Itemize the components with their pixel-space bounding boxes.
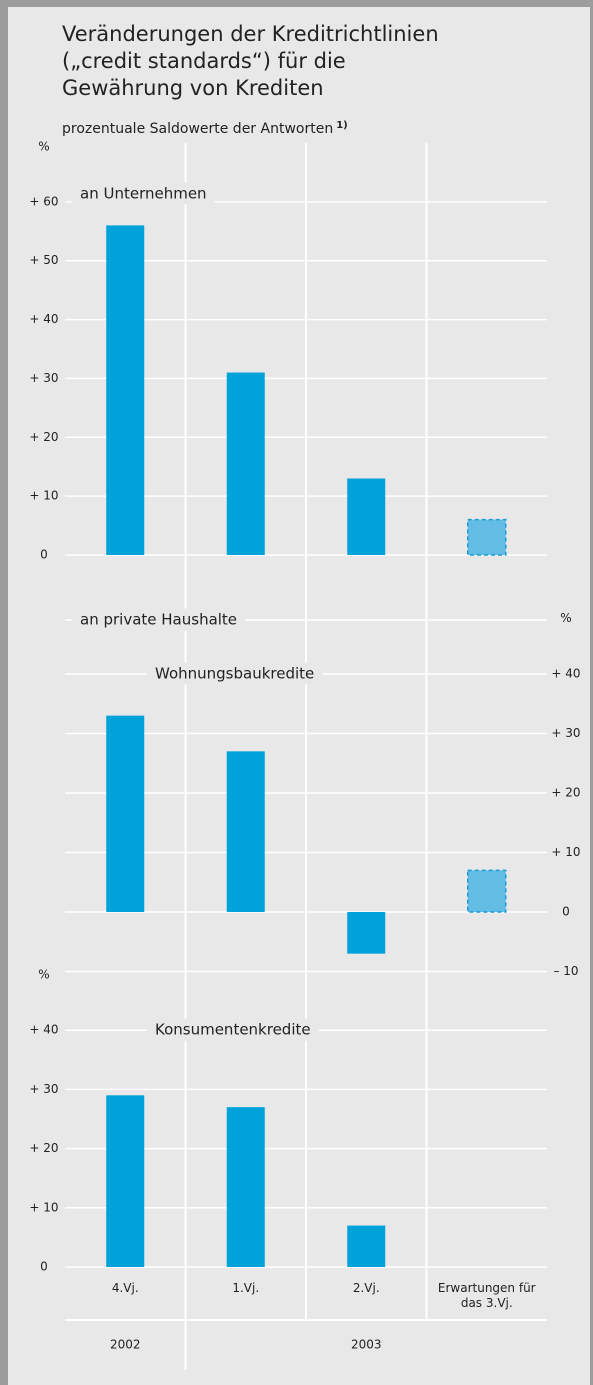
x-tick-label: 2.Vj. — [352, 1281, 380, 1295]
panel-label: Konsumentenkredite — [155, 1021, 311, 1039]
bar — [467, 869, 507, 913]
background — [8, 7, 590, 1385]
title-line: Veränderungen der Kreditrichtlinien — [62, 22, 439, 46]
panel-label: Wohnungsbaukredite — [155, 665, 314, 683]
bar — [106, 715, 145, 912]
bar — [106, 225, 145, 555]
footnote-mark: 1) — [336, 120, 348, 131]
y-tick-label: + 10 — [29, 489, 58, 503]
x-tick-label: Erwartungen für das 3.Vj. — [437, 1281, 536, 1310]
y-tick-label: + 50 — [29, 253, 58, 267]
x-group-label: 2002 — [110, 1338, 141, 1352]
title-line: Gewährung von Krediten — [62, 76, 324, 100]
panel-label: an Unternehmen — [80, 184, 207, 202]
y-unit-label: % — [38, 968, 49, 982]
label-background — [147, 662, 323, 685]
y-tick-label: + 30 — [29, 371, 58, 385]
y-unit-label: % — [38, 140, 49, 154]
y-tick-label: + 60 — [29, 194, 58, 208]
y-tick-label: + 10 — [551, 845, 580, 859]
bar — [347, 1225, 386, 1267]
label-background — [72, 182, 215, 205]
y-tick-label: + 40 — [551, 667, 580, 681]
title-line: („credit standards“) für die — [62, 49, 346, 73]
label-background — [72, 608, 246, 631]
bar — [347, 478, 386, 555]
bar — [226, 1107, 265, 1267]
y-tick-label: 0 — [40, 548, 48, 562]
y-tick-label: + 30 — [29, 1082, 58, 1096]
label-background — [147, 1018, 319, 1041]
subtitle: prozentuale Saldowerte der Antworten 1) — [62, 120, 348, 137]
y-tick-label: + 20 — [29, 1141, 58, 1155]
x-tick-label: 1.Vj. — [232, 1281, 260, 1295]
y-tick-label: + 30 — [551, 726, 580, 740]
y-tick-label: + 20 — [551, 786, 580, 800]
bar — [347, 912, 386, 954]
y-tick-label: 0 — [40, 1260, 48, 1274]
y-tick-label: + 10 — [29, 1200, 58, 1214]
y-tick-label: + 40 — [29, 312, 58, 326]
bar — [467, 518, 507, 556]
bar — [226, 372, 265, 555]
y-tick-label: + 40 — [29, 1023, 58, 1037]
y-tick-label: 0 — [562, 905, 570, 919]
bar — [106, 1095, 145, 1267]
y-tick-label: + 20 — [29, 430, 58, 444]
y-tick-label: – 10 — [553, 964, 578, 978]
x-group-label: 2003 — [351, 1338, 382, 1352]
section-label: an private Haushalte — [80, 611, 237, 629]
subtitle-text: prozentuale Saldowerte der Antworten — [62, 121, 333, 137]
x-tick-label: 4.Vj. — [111, 1281, 139, 1295]
bar — [226, 751, 265, 912]
y-unit-label: % — [560, 611, 571, 625]
